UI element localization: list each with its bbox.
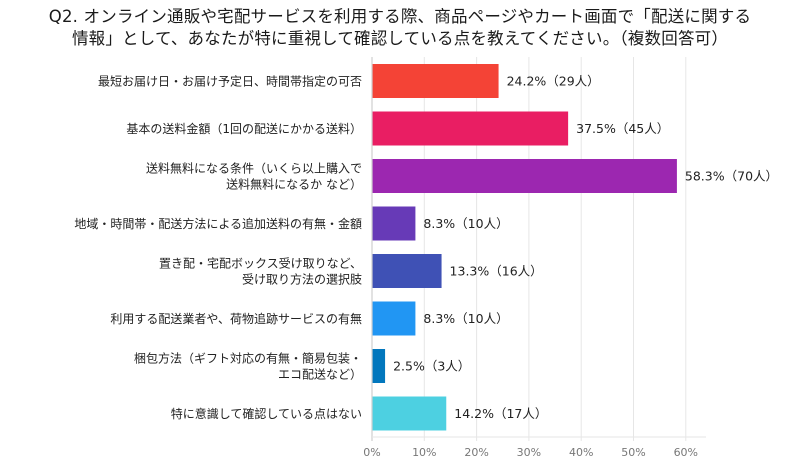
category-label: 送料無料になる条件（いくら以上購入で xyxy=(146,161,362,176)
category-label: 地域・時間帯・配送方法による追加送料の有無・金額 xyxy=(74,216,362,231)
x-tick-label: 50% xyxy=(621,446,645,459)
bar-5 xyxy=(372,254,442,288)
category-label: 特に意識して確認している点はない xyxy=(171,406,362,421)
value-labels: 24.2%（29人） 37.5%（45人） 58.3%（70人） 8.3%（10人） 1… xyxy=(393,74,778,422)
data-label: 8.3%（10人） xyxy=(423,311,508,326)
bar-2 xyxy=(372,111,569,146)
data-label: 13.3%（16人） xyxy=(450,264,543,279)
category-label: 梱包方法（ギフト対応の有無・簡易包装・ xyxy=(134,351,362,366)
category-label: 受け取り方法の選択肢 xyxy=(242,272,362,287)
bar-6 xyxy=(372,301,416,336)
bar-4 xyxy=(372,206,416,241)
bar-7 xyxy=(372,349,386,383)
category-label: 基本の送料金額（1回の配送にかかる送料） xyxy=(126,121,362,136)
x-tick-label: 40% xyxy=(569,446,593,459)
category-labels: 最短お届け日・お届け予定日、時間帯指定の可否基本の送料金額（1回の配送にかかる送… xyxy=(74,74,362,422)
data-label: 8.3%（10人） xyxy=(423,216,508,231)
category-label: エコ配送など） xyxy=(278,367,362,382)
bars xyxy=(372,64,677,431)
category-label: 利用する配送業者や、荷物追跡サービスの有無 xyxy=(110,311,362,326)
data-label: 14.2%（17人） xyxy=(454,406,547,421)
x-tick-label: 20% xyxy=(464,446,488,459)
x-tick-label: 10% xyxy=(412,446,436,459)
category-label: 送料無料になるか など） xyxy=(226,177,362,192)
x-tick-label: 0% xyxy=(363,446,380,459)
category-label: 置き配・宅配ボックス受け取りなど、 xyxy=(159,256,362,271)
bar-1 xyxy=(372,64,499,98)
data-label: 37.5%（45人） xyxy=(576,121,669,136)
chart-title-line-2: 情報」として、あなたが特に重視して確認している点を教えてください。（複数回答可） xyxy=(71,29,729,48)
bar-8 xyxy=(372,396,447,431)
data-label: 24.2%（29人） xyxy=(507,74,600,89)
axes xyxy=(371,57,706,441)
data-label: 58.3%（70人） xyxy=(685,169,778,184)
category-label: 最短お届け日・お届け予定日、時間帯指定の可否 xyxy=(98,74,362,89)
data-label: 2.5%（3人） xyxy=(393,359,470,374)
x-tick-label: 30% xyxy=(517,446,541,459)
x-axis-ticks: 0% 10% 20% 30% 40% 50% 60% xyxy=(363,446,698,459)
chart-title: Q2. オンライン通販や宅配サービスを利用する際、商品ページやカート画面で「配送… xyxy=(0,6,800,50)
x-tick-label: 60% xyxy=(674,446,698,459)
bar-3 xyxy=(372,159,677,193)
chart-title-line-1: Q2. オンライン通販や宅配サービスを利用する際、商品ページやカート画面で「配送… xyxy=(48,7,752,26)
